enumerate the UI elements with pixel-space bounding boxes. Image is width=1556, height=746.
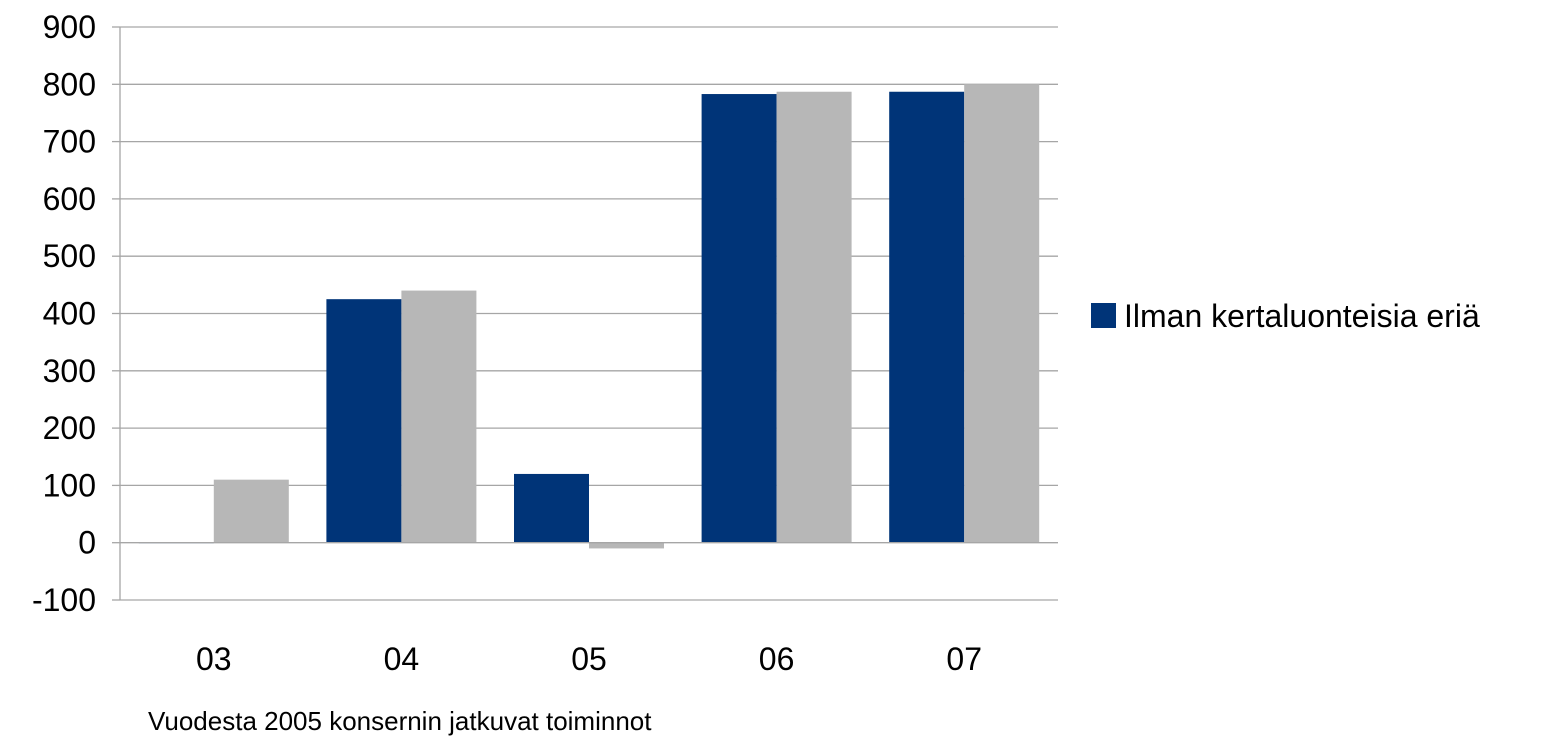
- y-axis-tick-labels: -100 0 100 200 300 400 500 600 700 800 900: [32, 9, 96, 618]
- x-tick-label: 04: [384, 641, 420, 677]
- bar-06-series-1: [701, 94, 777, 543]
- legend: Ilman kertaluonteisia eriä: [1091, 298, 1480, 334]
- y-tick-label: 0: [78, 525, 96, 561]
- y-tick-label: 600: [43, 181, 96, 217]
- bar-06-series-2: [776, 91, 852, 543]
- x-axis-tick-labels: 03 04 05 06 07: [196, 641, 982, 677]
- x-tick-label: 05: [571, 641, 607, 677]
- y-tick-label: -100: [32, 582, 96, 618]
- bars: [138, 84, 1040, 549]
- bar-03-series-2: [213, 479, 289, 543]
- x-tick-label: 07: [946, 641, 982, 677]
- bar-05-series-2: [589, 542, 664, 549]
- bar-04-series-1: [326, 299, 402, 543]
- bar-05-series-1: [514, 473, 589, 543]
- y-tick-label: 800: [43, 66, 96, 102]
- bar-07-series-1: [889, 91, 965, 543]
- y-tick-label: 200: [43, 410, 96, 446]
- bar-04-series-2: [401, 290, 477, 543]
- footnote: Vuodesta 2005 konsernin jatkuvat toiminn…: [148, 706, 652, 736]
- legend-swatch: [1091, 303, 1116, 328]
- y-tick-label: 700: [43, 124, 96, 160]
- y-tick-label: 300: [43, 353, 96, 389]
- x-tick-label: 03: [196, 641, 232, 677]
- legend-label: Ilman kertaluonteisia eriä: [1124, 298, 1480, 334]
- y-tick-label: 900: [43, 9, 96, 45]
- axes: [112, 26, 1058, 601]
- y-tick-label: 100: [43, 467, 96, 503]
- y-tick-label: 500: [43, 238, 96, 274]
- bar-07-series-2: [964, 84, 1040, 543]
- x-tick-label: 06: [759, 641, 795, 677]
- y-tick-label: 400: [43, 296, 96, 332]
